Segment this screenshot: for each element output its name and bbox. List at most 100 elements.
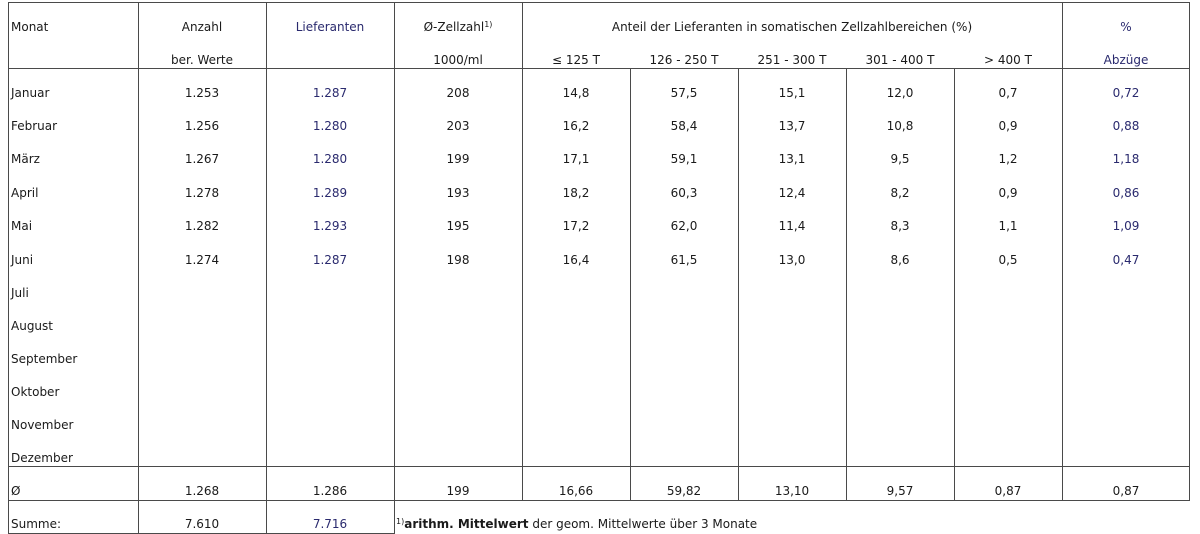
header-divider	[8, 68, 1190, 69]
col-line-4	[522, 2, 523, 500]
header-anzahl: Anzahl	[181, 20, 223, 34]
col-line-3	[394, 2, 395, 534]
header-zellzahl-sub: 1000/ml	[433, 53, 483, 67]
avg-range-1: 16,66	[558, 484, 594, 498]
header-abzuege: %	[1120, 20, 1132, 34]
avg-range-3: 13,10	[774, 484, 810, 498]
row-0-r2: 57,5	[670, 86, 698, 100]
row-month-6: Juli	[11, 286, 29, 300]
avg-divider	[8, 500, 1190, 501]
row-0-zellzahl: 208	[446, 86, 470, 100]
row-3-r3: 12,4	[778, 186, 806, 200]
body-divider	[8, 466, 1190, 467]
footnote-marker: 1)	[396, 517, 405, 526]
row-4-r2: 62,0	[670, 219, 698, 233]
avg-anzahl: 1.268	[184, 484, 220, 498]
row-0-r1: 14,8	[562, 86, 590, 100]
header-zellzahl: Ø-Zellzahl1)	[423, 20, 493, 34]
row-3-abzuege: 0,86	[1112, 186, 1140, 200]
footnote: 1)arithm. Mittelwert der geom. Mittelwer…	[396, 517, 757, 531]
col-line-9	[1062, 2, 1063, 500]
row-3-r1: 18,2	[562, 186, 590, 200]
row-2-anzahl: 1.267	[184, 152, 220, 166]
row-month-9: Oktober	[11, 385, 60, 399]
footnote-bold: arithm. Mittelwert	[404, 517, 529, 531]
header-anteil: Anteil der Lieferanten in somatischen Ze…	[611, 20, 973, 34]
row-month-2: März	[11, 152, 40, 166]
row-3-r5: 0,9	[998, 186, 1018, 200]
avg-range-2: 59,82	[666, 484, 702, 498]
row-1-abzuege: 0,88	[1112, 119, 1140, 133]
header-range-3: 251 - 300 T	[757, 53, 827, 67]
row-2-r3: 13,1	[778, 152, 806, 166]
row-2-abzuege: 1,18	[1112, 152, 1140, 166]
row-month-8: September	[11, 352, 78, 366]
row-1-r5: 0,9	[998, 119, 1018, 133]
row-1-r3: 13,7	[778, 119, 806, 133]
row-1-r1: 16,2	[562, 119, 590, 133]
avg-abzuege: 0,87	[1112, 484, 1140, 498]
row-4-r1: 17,2	[562, 219, 590, 233]
row-3-r4: 8,2	[890, 186, 910, 200]
avg-lieferanten: 1.286	[312, 484, 348, 498]
row-5-abzuege: 0,47	[1112, 253, 1140, 267]
row-1-r4: 10,8	[886, 119, 914, 133]
row-month-7: August	[11, 319, 53, 333]
header-range-4: 301 - 400 T	[865, 53, 935, 67]
col-line-6	[738, 68, 739, 500]
row-0-lieferanten: 1.287	[312, 86, 348, 100]
row-3-zellzahl: 193	[446, 186, 470, 200]
avg-label: Ø	[11, 484, 21, 498]
row-2-r1: 17,1	[562, 152, 590, 166]
row-month-3: April	[11, 186, 39, 200]
sum-label: Summe:	[11, 517, 62, 531]
header-monat: Monat	[11, 20, 49, 34]
row-5-r2: 61,5	[670, 253, 698, 267]
row-1-zellzahl: 203	[446, 119, 470, 133]
row-5-lieferanten: 1.287	[312, 253, 348, 267]
row-5-r5: 0,5	[998, 253, 1018, 267]
row-3-anzahl: 1.278	[184, 186, 220, 200]
row-4-zellzahl: 195	[446, 219, 470, 233]
header-range-5: > 400 T	[984, 53, 1032, 67]
row-1-anzahl: 1.256	[184, 119, 220, 133]
header-range-1: ≤ 125 T	[552, 53, 600, 67]
row-0-abzuege: 0,72	[1112, 86, 1140, 100]
row-2-lieferanten: 1.280	[312, 152, 348, 166]
col-line-0	[8, 2, 9, 534]
row-4-r3: 11,4	[778, 219, 806, 233]
avg-zellzahl: 199	[446, 484, 470, 498]
row-3-r2: 60,3	[670, 186, 698, 200]
row-1-lieferanten: 1.280	[312, 119, 348, 133]
col-line-1	[138, 2, 139, 534]
row-2-r2: 59,1	[670, 152, 698, 166]
sum-anzahl: 7.610	[184, 517, 220, 531]
row-month-10: November	[11, 418, 74, 432]
row-month-0: Januar	[11, 86, 50, 100]
col-line-10	[1189, 2, 1190, 500]
header-abzuege-sub: Abzüge	[1103, 53, 1149, 67]
row-0-anzahl: 1.253	[184, 86, 220, 100]
row-4-r4: 8,3	[890, 219, 910, 233]
avg-range-4: 9,57	[886, 484, 914, 498]
row-4-r5: 1,1	[998, 219, 1018, 233]
row-month-5: Juni	[11, 253, 34, 267]
row-month-11: Dezember	[11, 451, 73, 465]
col-line-7	[846, 68, 847, 500]
row-0-r4: 12,0	[886, 86, 914, 100]
header-range-2: 126 - 250 T	[649, 53, 719, 67]
row-5-anzahl: 1.274	[184, 253, 220, 267]
row-3-lieferanten: 1.289	[312, 186, 348, 200]
row-0-r5: 0,7	[998, 86, 1018, 100]
row-2-r4: 9,5	[890, 152, 910, 166]
row-2-zellzahl: 199	[446, 152, 470, 166]
table-border-top	[8, 2, 1190, 3]
sum-lieferanten: 7.716	[312, 517, 348, 531]
row-1-r2: 58,4	[670, 119, 698, 133]
row-4-lieferanten: 1.293	[312, 219, 348, 233]
row-5-r4: 8,6	[890, 253, 910, 267]
col-line-8	[954, 68, 955, 500]
row-2-r5: 1,2	[998, 152, 1018, 166]
row-5-zellzahl: 198	[446, 253, 470, 267]
